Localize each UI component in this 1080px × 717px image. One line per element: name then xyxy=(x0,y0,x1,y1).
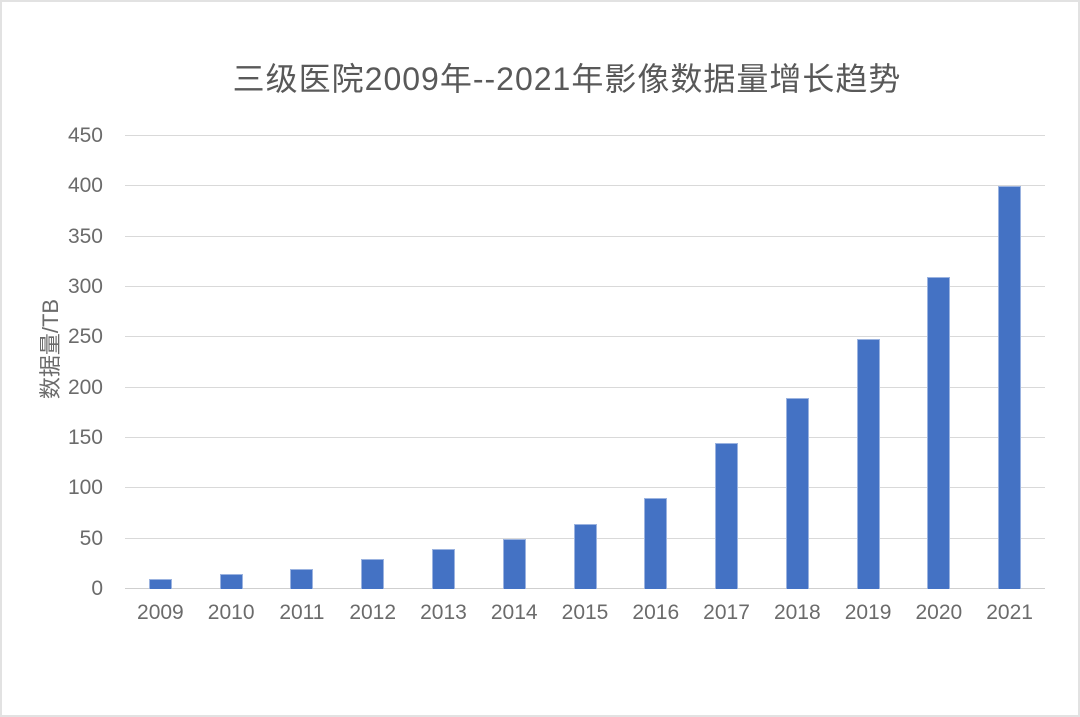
y-tick-label: 250 xyxy=(67,325,103,349)
bar-2012 xyxy=(361,558,385,589)
y-tick-label: 0 xyxy=(91,577,103,600)
x-tick-label: 2018 xyxy=(773,601,821,624)
y-tick-label: 400 xyxy=(67,174,103,198)
bar-2009 xyxy=(148,578,172,589)
bar-2016 xyxy=(644,498,668,589)
bar-2014 xyxy=(502,538,526,589)
y-tick-label: 150 xyxy=(67,426,103,449)
x-tick-label: 2011 xyxy=(279,601,325,624)
bar-2013 xyxy=(431,548,455,589)
y-tick-label: 200 xyxy=(67,375,103,399)
gridline xyxy=(125,135,1045,136)
x-tick-label: 2014 xyxy=(490,601,538,624)
bar-2018 xyxy=(785,397,809,589)
x-tick-label: 2009 xyxy=(137,601,184,624)
y-tick-label: 300 xyxy=(67,275,103,298)
x-tick-label: 2015 xyxy=(561,601,609,624)
y-tick-label: 50 xyxy=(79,526,103,550)
gridline xyxy=(125,185,1045,186)
y-axis-title: 数据量/TB xyxy=(38,298,63,400)
gridline xyxy=(125,487,1045,488)
x-tick-label: 2013 xyxy=(420,601,467,624)
y-tick-label: 350 xyxy=(67,224,103,248)
x-tick-label: 2017 xyxy=(703,601,750,624)
gridline xyxy=(125,336,1045,337)
x-tick-label: 2019 xyxy=(844,601,892,624)
bar-2020 xyxy=(927,276,951,589)
x-tick-label: 2020 xyxy=(915,601,963,624)
gridline xyxy=(125,286,1045,287)
bar-2015 xyxy=(573,523,597,589)
x-tick-label: 2021 xyxy=(986,601,1033,624)
x-tick-label: 2012 xyxy=(349,601,397,624)
bar-2011 xyxy=(290,568,314,589)
x-tick-label: 2016 xyxy=(632,601,680,624)
bar-2019 xyxy=(856,339,880,589)
x-tick-label: 2010 xyxy=(207,601,255,624)
bar-2021 xyxy=(998,186,1022,589)
y-tick-label: 450 xyxy=(67,124,103,147)
y-tick-label: 100 xyxy=(67,476,103,500)
gridline xyxy=(125,387,1045,388)
gridline xyxy=(125,236,1045,237)
bar-2010 xyxy=(219,573,243,589)
bar-2017 xyxy=(715,443,739,589)
gridline xyxy=(125,437,1045,438)
plot-area xyxy=(125,135,1045,589)
chart-title: 三级医院2009年--2021年影像数据量增长趋势 xyxy=(232,61,902,97)
